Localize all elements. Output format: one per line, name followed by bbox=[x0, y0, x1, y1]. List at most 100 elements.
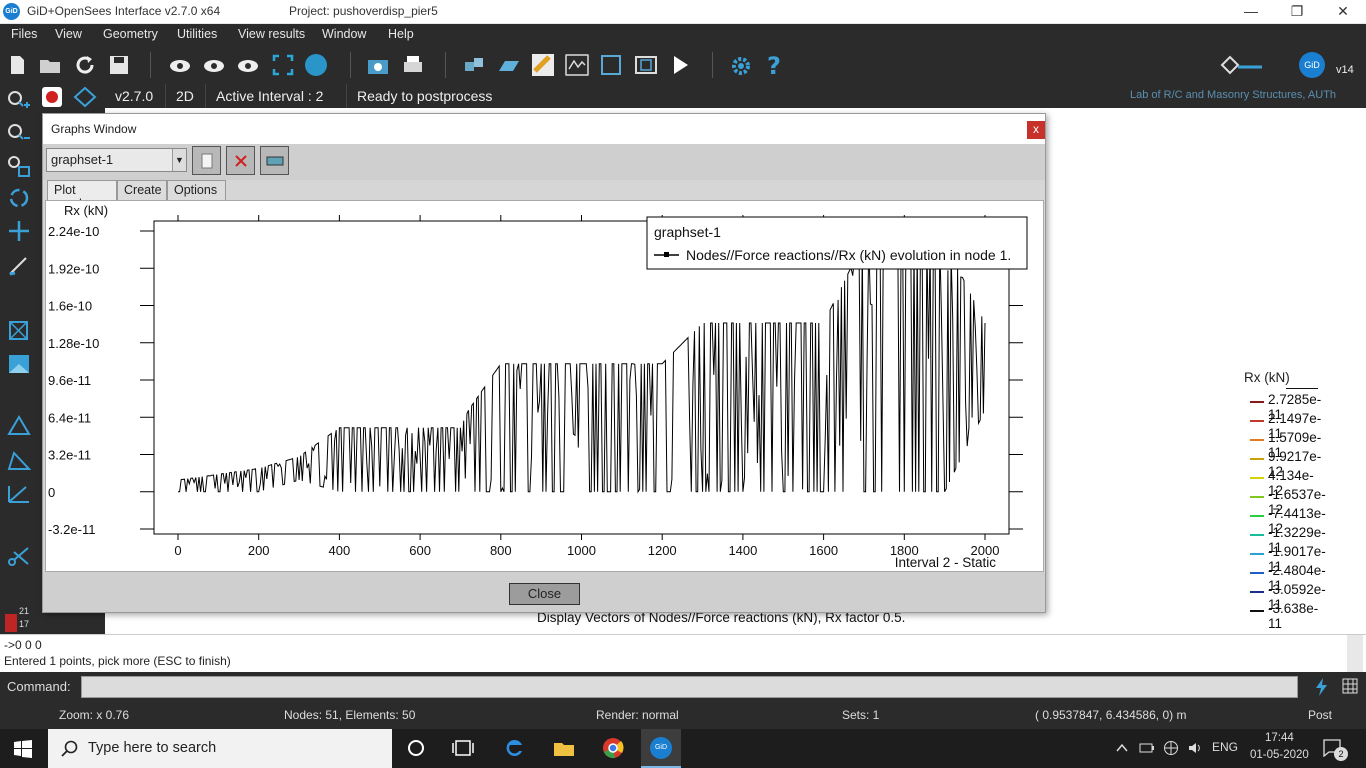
measure-icon[interactable] bbox=[6, 254, 32, 278]
pan-icon[interactable] bbox=[6, 219, 32, 243]
mesh-cube-icon[interactable] bbox=[6, 318, 32, 342]
status-line: v2.7.0 2D Active Interval : 2 Ready to p… bbox=[105, 84, 1366, 108]
graphs-window: Graphs Window x graphset-1 ▼ Plot graph … bbox=[42, 113, 1046, 613]
graph-window-icon[interactable] bbox=[565, 53, 589, 77]
rename-graphset-button[interactable] bbox=[260, 146, 289, 175]
contour-fill-icon[interactable] bbox=[531, 53, 555, 77]
x-tick-label: 1400 bbox=[728, 543, 757, 558]
menu-geometry[interactable]: Geometry bbox=[103, 27, 158, 41]
active-interval-status[interactable]: Active Interval : 2 bbox=[206, 84, 347, 108]
view-eye-zoom-icon[interactable] bbox=[236, 53, 260, 77]
plot-area[interactable]: 2.24e-10 1.92e-10 1.6e-10 1.28e-10 9.6e-11 6.… bbox=[45, 200, 1044, 572]
legend-swatch bbox=[1250, 572, 1264, 574]
triangle-icon[interactable] bbox=[6, 449, 32, 473]
task-view-icon[interactable] bbox=[452, 737, 474, 759]
minimize-button[interactable]: — bbox=[1244, 3, 1258, 19]
battery-icon[interactable] bbox=[1139, 741, 1155, 755]
animation-film-icon[interactable] bbox=[634, 53, 658, 77]
command-output-line: ->0 0 0 bbox=[4, 638, 42, 652]
toolbar-separator bbox=[712, 52, 713, 78]
menu-view-results[interactable]: View results bbox=[238, 27, 306, 41]
x-tick-label: 1200 bbox=[648, 543, 677, 558]
output-scrollbar[interactable] bbox=[1347, 635, 1363, 673]
menu-utilities[interactable]: Utilities bbox=[177, 27, 218, 41]
chevron-up-icon[interactable] bbox=[1116, 743, 1128, 753]
volume-icon[interactable] bbox=[1187, 740, 1203, 756]
x-tick-label: 1600 bbox=[809, 543, 838, 558]
gid-arrow-icon[interactable] bbox=[1219, 54, 1263, 76]
tab-create[interactable]: Create bbox=[117, 180, 167, 200]
camera-icon[interactable] bbox=[366, 53, 390, 77]
save-icon[interactable] bbox=[107, 53, 131, 77]
legend-value: 2.1497e-11 bbox=[1268, 411, 1322, 441]
settings-gear-icon[interactable] bbox=[729, 53, 753, 77]
legend-title-underline bbox=[1286, 388, 1318, 389]
close-button[interactable]: Close bbox=[509, 583, 580, 605]
graphset-select[interactable]: graphset-1 ▼ bbox=[46, 148, 187, 172]
taskbar-search[interactable]: Type here to search bbox=[48, 729, 392, 768]
chevron-down-icon[interactable]: ▼ bbox=[172, 149, 186, 171]
render-info[interactable]: Render: normal bbox=[596, 708, 679, 722]
network-globe-icon[interactable] bbox=[1163, 740, 1179, 756]
results-cubes-icon[interactable] bbox=[462, 53, 486, 77]
file-explorer-icon[interactable] bbox=[553, 737, 575, 759]
print-icon[interactable] bbox=[401, 53, 425, 77]
chrome-icon[interactable] bbox=[602, 737, 624, 759]
gid-taskbar-item[interactable]: GiD bbox=[641, 729, 681, 768]
legend-swatch bbox=[1250, 458, 1264, 460]
play-icon[interactable] bbox=[668, 53, 692, 77]
cortana-icon[interactable] bbox=[405, 737, 427, 759]
menu-window[interactable]: Window bbox=[322, 27, 367, 41]
results-plane-icon[interactable] bbox=[497, 53, 521, 77]
tab-plot-graph[interactable]: Plot graph bbox=[47, 180, 117, 211]
open-folder-icon[interactable] bbox=[38, 53, 62, 77]
render-sphere-icon[interactable] bbox=[304, 53, 328, 77]
zoom-in-icon[interactable] bbox=[6, 89, 32, 113]
zoom-frame-icon[interactable] bbox=[271, 53, 295, 77]
windows-start-icon[interactable] bbox=[14, 740, 32, 758]
legend-swatch bbox=[1250, 591, 1264, 593]
rotate-icon[interactable] bbox=[6, 186, 32, 210]
graphset-select-value: graphset-1 bbox=[51, 152, 114, 167]
zoom-out-icon[interactable] bbox=[6, 122, 32, 146]
menu-view[interactable]: View bbox=[55, 27, 82, 41]
y-tick-label: 6.4e-11 bbox=[48, 410, 91, 425]
menu-files[interactable]: Files bbox=[11, 27, 38, 41]
x-tick-label: 200 bbox=[248, 543, 270, 558]
graphs-window-close-button[interactable]: x bbox=[1027, 121, 1045, 139]
restore-button[interactable]: ❐ bbox=[1290, 3, 1304, 19]
menu-help[interactable]: Help bbox=[388, 27, 414, 41]
legend-value: -3.0592e-11 bbox=[1268, 582, 1326, 612]
window-title: GiD+OpenSees Interface v2.7.0 x64 bbox=[27, 4, 221, 18]
surface-icon[interactable] bbox=[6, 352, 32, 376]
new-graphset-button[interactable] bbox=[192, 146, 221, 175]
new-file-icon[interactable] bbox=[5, 53, 29, 77]
svg-text:?: ? bbox=[767, 53, 781, 77]
clock-time[interactable]: 17:44 bbox=[1265, 732, 1294, 744]
y-tick-label: 1.28e-10 bbox=[48, 336, 99, 351]
view-eye-icon[interactable] bbox=[168, 53, 192, 77]
legend-swatch bbox=[1250, 439, 1264, 441]
version-status: v2.7.0 bbox=[105, 84, 166, 108]
view-eye-rotate-icon[interactable] bbox=[202, 53, 226, 77]
layers-icon[interactable] bbox=[73, 86, 97, 108]
frame-icon[interactable] bbox=[599, 53, 623, 77]
lightning-icon[interactable] bbox=[1313, 678, 1329, 696]
graphs-window-titlebar: Graphs Window x bbox=[43, 114, 1045, 144]
y-tick-label: 1.6e-10 bbox=[48, 299, 92, 314]
tab-options[interactable]: Options bbox=[167, 180, 226, 200]
grid-icon[interactable] bbox=[1342, 678, 1358, 694]
line-geometry-icon[interactable] bbox=[6, 414, 32, 438]
zoom-window-icon[interactable] bbox=[6, 154, 32, 178]
scissors-icon[interactable] bbox=[6, 544, 32, 568]
record-button[interactable] bbox=[42, 87, 62, 107]
edit-geometry-icon[interactable] bbox=[6, 482, 32, 506]
clock-date[interactable]: 01-05-2020 bbox=[1250, 749, 1309, 761]
edge-browser-icon[interactable] bbox=[503, 737, 525, 759]
help-question-icon[interactable]: ? bbox=[762, 53, 786, 77]
refresh-icon[interactable] bbox=[73, 53, 97, 77]
close-window-button[interactable]: ✕ bbox=[1337, 3, 1349, 19]
command-input[interactable] bbox=[81, 676, 1298, 698]
language-indicator[interactable]: ENG bbox=[1212, 740, 1239, 754]
delete-graphset-button[interactable] bbox=[226, 146, 255, 175]
